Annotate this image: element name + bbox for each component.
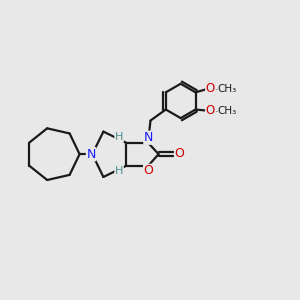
Text: CH₃: CH₃	[218, 106, 237, 116]
Text: O: O	[175, 147, 184, 160]
Text: N: N	[144, 131, 153, 144]
Text: —: —	[215, 84, 225, 94]
Text: O: O	[206, 82, 215, 95]
Text: —: —	[215, 106, 225, 116]
Text: O: O	[206, 104, 215, 117]
Text: H: H	[115, 132, 123, 142]
Text: O: O	[144, 164, 154, 177]
Text: H: H	[115, 166, 123, 176]
Text: N: N	[86, 148, 96, 161]
Text: CH₃: CH₃	[218, 84, 237, 94]
